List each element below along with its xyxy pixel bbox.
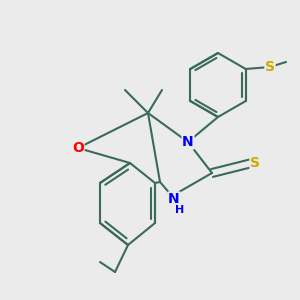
Text: S: S bbox=[250, 156, 260, 170]
Text: H: H bbox=[176, 205, 184, 215]
Text: O: O bbox=[72, 141, 84, 155]
Text: N: N bbox=[182, 135, 194, 149]
Text: N: N bbox=[168, 192, 180, 206]
Text: S: S bbox=[265, 60, 275, 74]
